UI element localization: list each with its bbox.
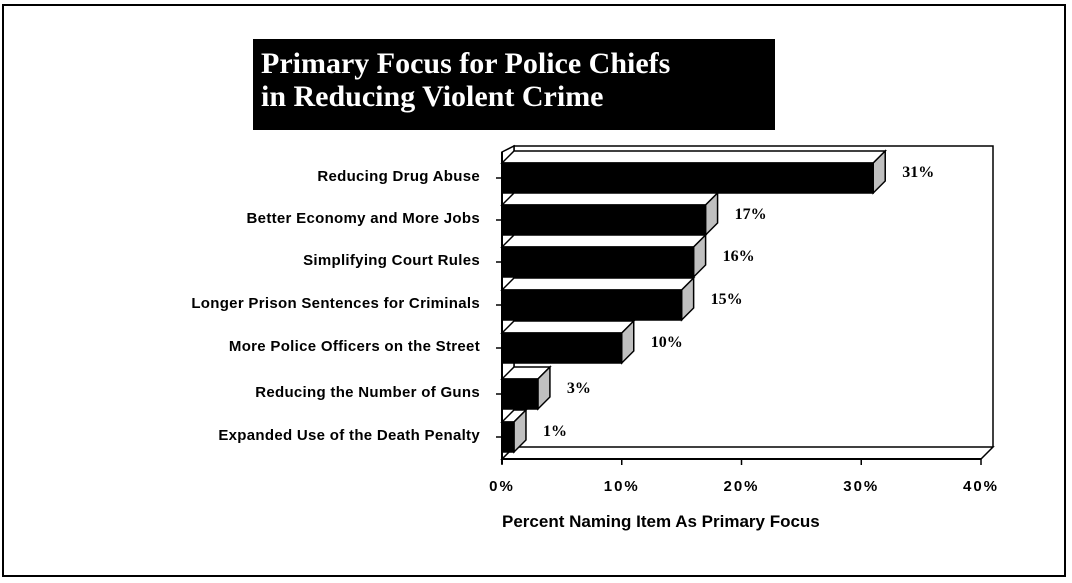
category-label-1: Better Economy and More Jobs [246,210,480,227]
x-axis-title: Percent Naming Item As Primary Focus [502,512,820,531]
bar-front-2 [501,246,695,278]
bar-front-5 [501,378,539,410]
value-label-4: 10% [650,334,683,351]
bar-top-4 [500,320,636,334]
value-label-6: 1% [542,423,567,440]
bar-4 [500,319,636,365]
value-label-0: 31% [902,164,935,181]
category-label-3: Longer Prison Sentences for Criminals [191,295,480,312]
bar-0 [500,149,888,195]
chart-title-line-1: Primary Focus for Police Chiefs [261,47,671,80]
bar-top-0 [500,150,888,164]
bar-3 [500,276,696,322]
category-label-6: Expanded Use of the Death Penalty [218,427,480,444]
bar-front-6 [501,421,515,453]
plot-floor [500,446,995,460]
x-tick-label-0: 0% [489,478,515,495]
x-tick-label-1: 10% [603,478,640,495]
category-label-0: Reducing Drug Abuse [317,168,480,185]
bar-1 [500,191,720,237]
bar-2 [500,233,708,279]
bar-front-0 [501,162,874,194]
bar-top-3 [500,277,696,291]
chart-title: Primary Focus for Police Chiefs in Reduc… [253,39,775,130]
bars-layer [500,149,888,454]
x-tick-label-4: 40% [962,478,1000,495]
value-label-3: 15% [710,291,743,308]
value-label-2: 16% [722,248,755,265]
value-label-1: 17% [734,206,767,223]
category-label-4: More Police Officers on the Street [228,338,480,355]
bar-front-4 [501,332,623,364]
chart-frame [2,4,1066,577]
bar-top-2 [500,234,708,248]
x-tick-label-3: 30% [843,478,880,495]
bar-top-1 [500,192,720,206]
category-label-2: Simplifying Court Rules [303,252,480,269]
bar-5 [500,365,552,411]
bar-front-3 [501,289,683,321]
bar-6 [500,408,528,454]
bar-front-1 [501,204,707,236]
value-label-5: 3% [566,380,591,397]
chart-title-line-2: in Reducing Violent Crime [261,80,604,113]
category-label-5: Reducing the Number of Guns [255,384,480,401]
x-tick-label-2: 20% [723,478,760,495]
